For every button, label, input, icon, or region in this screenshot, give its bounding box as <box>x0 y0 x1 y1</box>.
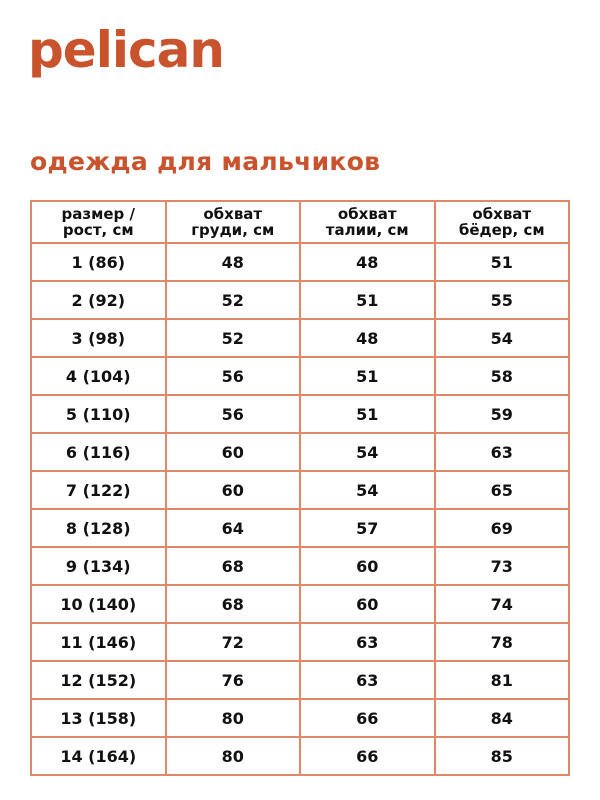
cell-waist: 60 <box>299 584 436 624</box>
cell-size-height: 3 (98) <box>30 318 167 358</box>
cell-size-height: 1 (86) <box>30 242 167 282</box>
cell-hips: 73 <box>433 546 570 586</box>
cell-waist: 48 <box>299 242 436 282</box>
cell-hips: 74 <box>433 584 570 624</box>
cell-hips: 78 <box>433 622 570 662</box>
header-line: талии, см <box>325 221 409 239</box>
cell-hips: 63 <box>433 432 570 472</box>
cell-waist: 51 <box>299 280 436 320</box>
cell-chest: 60 <box>164 470 301 510</box>
cell-hips: 55 <box>433 280 570 320</box>
cell-hips: 84 <box>433 698 570 738</box>
header-line: бёдер, см <box>458 221 545 239</box>
cell-size-height: 7 (122) <box>30 470 167 510</box>
cell-hips: 69 <box>433 508 570 548</box>
cell-size-height: 13 (158) <box>30 698 167 738</box>
page-title: одежда для мальчиков <box>30 147 381 176</box>
cell-chest: 72 <box>164 622 301 662</box>
cell-chest: 48 <box>164 242 301 282</box>
cell-waist: 60 <box>299 546 436 586</box>
cell-waist: 66 <box>299 736 436 776</box>
cell-chest: 68 <box>164 584 301 624</box>
cell-waist: 57 <box>299 508 436 548</box>
cell-hips: 59 <box>433 394 570 434</box>
column-header-chest: обхват груди, см <box>164 200 301 244</box>
table-row: 6 (116) 60 54 63 <box>30 432 570 472</box>
table-row: 11 (146) 72 63 78 <box>30 622 570 662</box>
table-row: 13 (158) 80 66 84 <box>30 698 570 738</box>
cell-waist: 66 <box>299 698 436 738</box>
cell-chest: 80 <box>164 698 301 738</box>
column-header-size-height: размер / рост, см <box>30 200 167 244</box>
cell-size-height: 9 (134) <box>30 546 167 586</box>
cell-chest: 64 <box>164 508 301 548</box>
table-row: 1 (86) 48 48 51 <box>30 242 570 282</box>
cell-size-height: 12 (152) <box>30 660 167 700</box>
table-row: 14 (164) 80 66 85 <box>30 736 570 776</box>
cell-hips: 54 <box>433 318 570 358</box>
pelican-logo: pelican <box>28 21 225 79</box>
cell-waist: 63 <box>299 660 436 700</box>
cell-hips: 81 <box>433 660 570 700</box>
cell-chest: 52 <box>164 318 301 358</box>
cell-chest: 56 <box>164 394 301 434</box>
table-row: 8 (128) 64 57 69 <box>30 508 570 548</box>
cell-size-height: 5 (110) <box>30 394 167 434</box>
cell-size-height: 11 (146) <box>30 622 167 662</box>
cell-chest: 60 <box>164 432 301 472</box>
table-row: 12 (152) 76 63 81 <box>30 660 570 700</box>
table-row: 10 (140) 68 60 74 <box>30 584 570 624</box>
cell-hips: 58 <box>433 356 570 396</box>
header-line: размер / <box>61 205 135 223</box>
cell-size-height: 4 (104) <box>30 356 167 396</box>
table-header-row: размер / рост, см обхват груди, см обхват тал… <box>30 200 570 244</box>
table-row: 9 (134) 68 60 73 <box>30 546 570 586</box>
cell-chest: 52 <box>164 280 301 320</box>
table-row: 5 (110) 56 51 59 <box>30 394 570 434</box>
size-chart-table: размер / рост, см обхват груди, см обхват тал… <box>30 200 570 776</box>
header-line: обхват <box>472 205 532 223</box>
cell-size-height: 10 (140) <box>30 584 167 624</box>
cell-hips: 51 <box>433 242 570 282</box>
column-header-hips: обхват бёдер, см <box>433 200 570 244</box>
cell-waist: 54 <box>299 470 436 510</box>
cell-waist: 51 <box>299 394 436 434</box>
cell-size-height: 6 (116) <box>30 432 167 472</box>
header-line: рост, см <box>62 221 134 239</box>
table-row: 3 (98) 52 48 54 <box>30 318 570 358</box>
header-line: обхват <box>337 205 397 223</box>
cell-chest: 76 <box>164 660 301 700</box>
table-row: 4 (104) 56 51 58 <box>30 356 570 396</box>
cell-chest: 56 <box>164 356 301 396</box>
column-header-waist: обхват талии, см <box>299 200 436 244</box>
cell-waist: 48 <box>299 318 436 358</box>
cell-waist: 63 <box>299 622 436 662</box>
header-line: обхват <box>203 205 263 223</box>
cell-hips: 85 <box>433 736 570 776</box>
cell-waist: 51 <box>299 356 436 396</box>
cell-chest: 80 <box>164 736 301 776</box>
cell-waist: 54 <box>299 432 436 472</box>
table-row: 7 (122) 60 54 65 <box>30 470 570 510</box>
cell-chest: 68 <box>164 546 301 586</box>
cell-hips: 65 <box>433 470 570 510</box>
header-line: груди, см <box>191 221 275 239</box>
table-row: 2 (92) 52 51 55 <box>30 280 570 320</box>
cell-size-height: 14 (164) <box>30 736 167 776</box>
cell-size-height: 8 (128) <box>30 508 167 548</box>
cell-size-height: 2 (92) <box>30 280 167 320</box>
